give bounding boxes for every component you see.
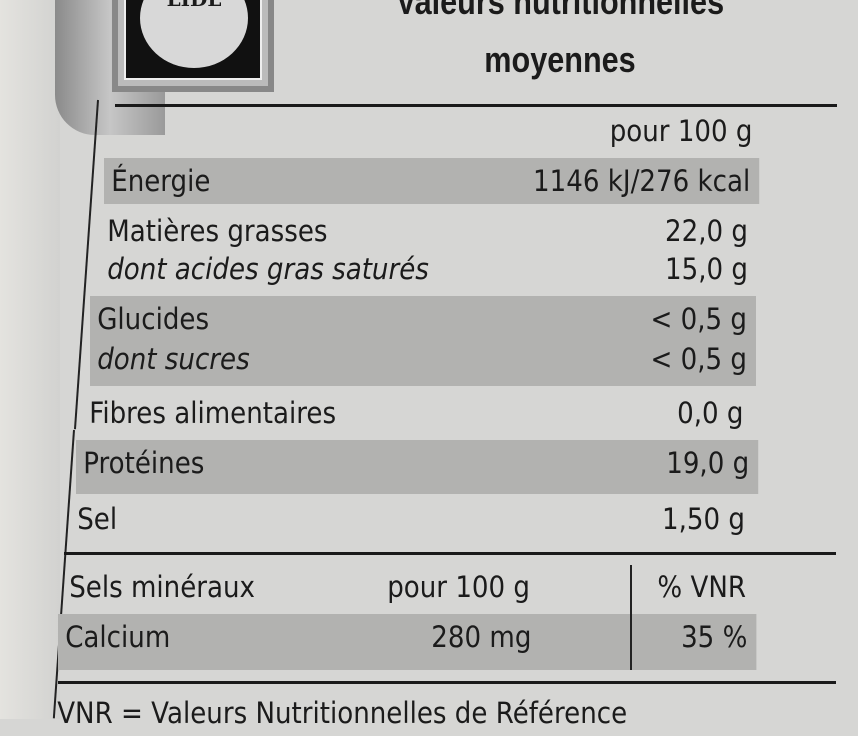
package-edge bbox=[0, 0, 60, 719]
row-acides-gras-satures: dont acides gras saturés 15,0 g bbox=[107, 252, 748, 286]
table-title: Valeurs nutritionnelles bbox=[395, 0, 725, 22]
minerals-rule bbox=[64, 552, 836, 555]
row-proteines: Protéines 19,0 g bbox=[76, 440, 759, 494]
top-rule bbox=[115, 104, 837, 107]
row-calcium: Calcium 280 mg 35 % bbox=[58, 614, 757, 670]
lidl-logo: LIDL bbox=[112, 0, 274, 92]
row-matieres-grasses: Matières grasses 22,0 g bbox=[107, 214, 748, 248]
footer-note: VNR = Valeurs Nutritionnelles de Référen… bbox=[57, 696, 628, 730]
logo-text: LIDL bbox=[140, 0, 248, 68]
row-sel: Sel 1,50 g bbox=[77, 502, 745, 536]
minerals-header: Sels minéraux pour 100 g% VNR bbox=[69, 570, 746, 604]
column-divider bbox=[630, 565, 632, 670]
row-fibres: Fibres alimentaires 0,0 g bbox=[89, 396, 744, 430]
header-row: pour 100 g bbox=[609, 114, 753, 148]
row-glucides: Glucides < 0,5 g dont sucres < 0,5 g bbox=[90, 296, 756, 386]
table-title-line2: moyennes bbox=[484, 39, 636, 80]
row-energie: Énergie 1146 kJ/276 kcal bbox=[104, 158, 760, 204]
footer-rule bbox=[58, 681, 836, 684]
